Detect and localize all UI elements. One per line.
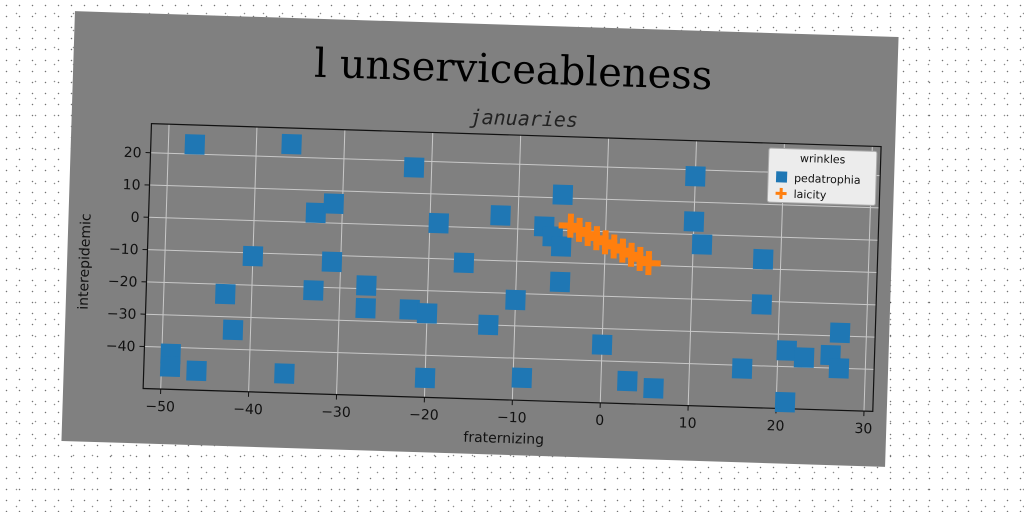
data-point-pedatrophia xyxy=(691,234,713,255)
data-point-pedatrophia xyxy=(186,360,207,382)
x-gridline xyxy=(511,135,522,401)
legend-label-laicity: laicity xyxy=(793,188,827,202)
chart-subtitle: januaries xyxy=(469,105,578,132)
data-point-pedatrophia xyxy=(355,297,376,319)
data-point-pedatrophia xyxy=(399,299,420,320)
scatter-chart: l unserviceableness januaries −50 −40 −30−… xyxy=(76,41,882,449)
data-point-pedatrophia xyxy=(683,211,705,232)
legend-marker-pedatrophia xyxy=(775,171,788,183)
plot-frame xyxy=(142,123,882,413)
data-point-pedatrophia xyxy=(549,271,571,293)
y-gridline xyxy=(144,346,875,370)
data-point-pedatrophia xyxy=(505,289,526,311)
chart-title: l unserviceableness xyxy=(314,41,713,99)
legend-marker-laicity xyxy=(775,187,787,199)
legend-title: wrinkles xyxy=(800,152,846,166)
plot-area: −50 −40 −30 −20 −10 0 10 20 30 −40 −30 −20 −10 0 10 20 xyxy=(106,123,882,438)
data-point-pedatrophia xyxy=(242,245,264,267)
data-point-pedatrophia xyxy=(793,347,815,368)
x-tick-label: −30 xyxy=(321,404,351,421)
x-tick-label: −50 xyxy=(145,399,175,416)
y-tick-label: −40 xyxy=(106,338,136,355)
data-point-pedatrophia xyxy=(274,363,295,384)
y-tick-label: 0 xyxy=(130,210,139,226)
data-point-pedatrophia xyxy=(776,340,798,361)
y-gridline xyxy=(149,184,880,209)
x-tick-label: −20 xyxy=(409,407,439,424)
data-point-pedatrophia xyxy=(752,248,774,270)
data-point-pedatrophia xyxy=(643,378,664,399)
y-axis-label: interepidemic xyxy=(76,213,95,310)
data-point-pedatrophia xyxy=(828,358,850,379)
data-point-pedatrophia xyxy=(731,358,753,379)
data-point-pedatrophia xyxy=(552,184,574,206)
data-point-pedatrophia xyxy=(414,367,436,389)
data-point-pedatrophia xyxy=(453,252,475,274)
x-tick-label: −40 xyxy=(233,401,263,418)
data-point-pedatrophia xyxy=(478,314,499,336)
x-tick-label: 10 xyxy=(678,415,696,432)
y-gridline xyxy=(148,216,879,241)
y-tick-label: −30 xyxy=(107,306,137,323)
data-point-pedatrophia xyxy=(774,391,796,413)
data-point-pedatrophia xyxy=(751,294,773,315)
legend-label-pedatrophia: pedatrophia xyxy=(794,172,861,187)
x-gridline xyxy=(599,137,610,403)
y-tick-label: 20 xyxy=(123,145,141,162)
data-point-pedatrophia xyxy=(490,205,511,226)
y-gridline xyxy=(150,152,881,177)
data-point-pedatrophia xyxy=(323,193,345,215)
data-point-pedatrophia xyxy=(617,370,638,392)
data-point-pedatrophia xyxy=(591,334,613,356)
data-point-pedatrophia xyxy=(184,134,206,155)
y-tick-label: −20 xyxy=(108,274,138,291)
data-point-pedatrophia xyxy=(550,236,572,257)
legend-box xyxy=(766,147,878,206)
data-point-pedatrophia xyxy=(222,319,244,341)
chart-figure: l unserviceableness januaries −50 −40 −30−… xyxy=(61,11,899,467)
data-point-pedatrophia xyxy=(403,157,425,178)
x-gridline xyxy=(423,132,434,398)
data-point-pedatrophia xyxy=(356,275,377,296)
data-point-pedatrophia xyxy=(305,202,327,224)
data-point-pedatrophia xyxy=(511,367,533,389)
x-axis-label: fraternizing xyxy=(463,430,544,449)
y-tick-label: 10 xyxy=(122,177,140,194)
data-point-laicity xyxy=(636,250,661,276)
data-point-pedatrophia xyxy=(159,356,181,378)
data-point-pedatrophia xyxy=(829,322,851,344)
y-tick-label: −10 xyxy=(109,241,139,258)
x-tick-label: 0 xyxy=(595,413,604,429)
x-tick-label: −10 xyxy=(497,410,527,427)
data-point-pedatrophia xyxy=(303,280,324,301)
data-point-pedatrophia xyxy=(685,165,706,187)
data-point-pedatrophia xyxy=(428,212,450,234)
data-point-pedatrophia xyxy=(416,303,438,324)
data-point-pedatrophia xyxy=(321,251,343,273)
y-gridline xyxy=(145,313,876,338)
data-point-pedatrophia xyxy=(214,283,236,305)
data-point-pedatrophia xyxy=(281,133,302,155)
x-tick-label: 30 xyxy=(854,421,872,438)
x-tick-label: 20 xyxy=(766,418,784,435)
